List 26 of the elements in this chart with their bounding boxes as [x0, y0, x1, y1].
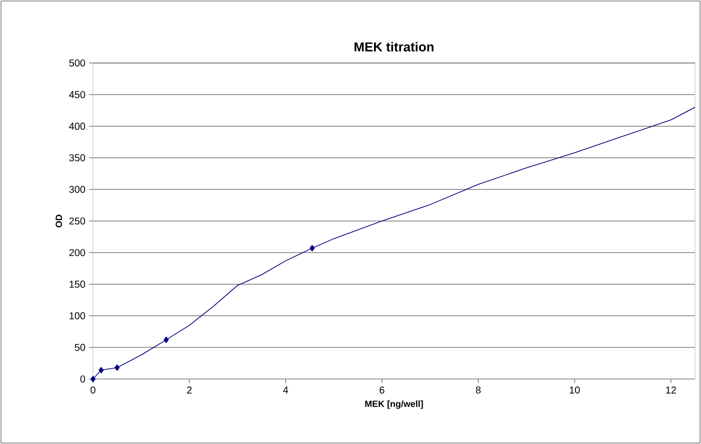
- point: [164, 336, 169, 344]
- y-tick-label: 150: [70, 280, 86, 288]
- y-tick-label: 500: [69, 59, 86, 67]
- chart-title: MEK titration: [354, 42, 434, 52]
- y-axis-title: OD: [56, 214, 62, 228]
- point: [90, 376, 96, 382]
- point: [114, 364, 120, 372]
- x-axis-title: MEK [ng/well]: [365, 400, 423, 409]
- y-tick-label: 50: [74, 344, 86, 351]
- x-tick-label: 6: [380, 386, 384, 394]
- y-tick-label: 300: [69, 186, 86, 193]
- x-tick-label: 0: [90, 386, 96, 394]
- point: [310, 244, 315, 252]
- y-tick-label: 0: [80, 375, 86, 383]
- x-tick-label: 12: [666, 386, 676, 394]
- x-tick-label: 4: [283, 386, 288, 394]
- x-tick-label: 10: [570, 386, 580, 394]
- x-tick-label: 2: [187, 386, 192, 394]
- x-tick-label: 8: [476, 386, 481, 394]
- y-tick-label: 350: [69, 154, 86, 162]
- y-tick-label: 450: [69, 91, 86, 98]
- point: [98, 366, 104, 374]
- y-tick-label: 200: [69, 249, 86, 256]
- y-tick-label: 400: [69, 122, 86, 130]
- y-tick-label: 100: [70, 312, 86, 320]
- y-tick-label: 250: [69, 217, 86, 225]
